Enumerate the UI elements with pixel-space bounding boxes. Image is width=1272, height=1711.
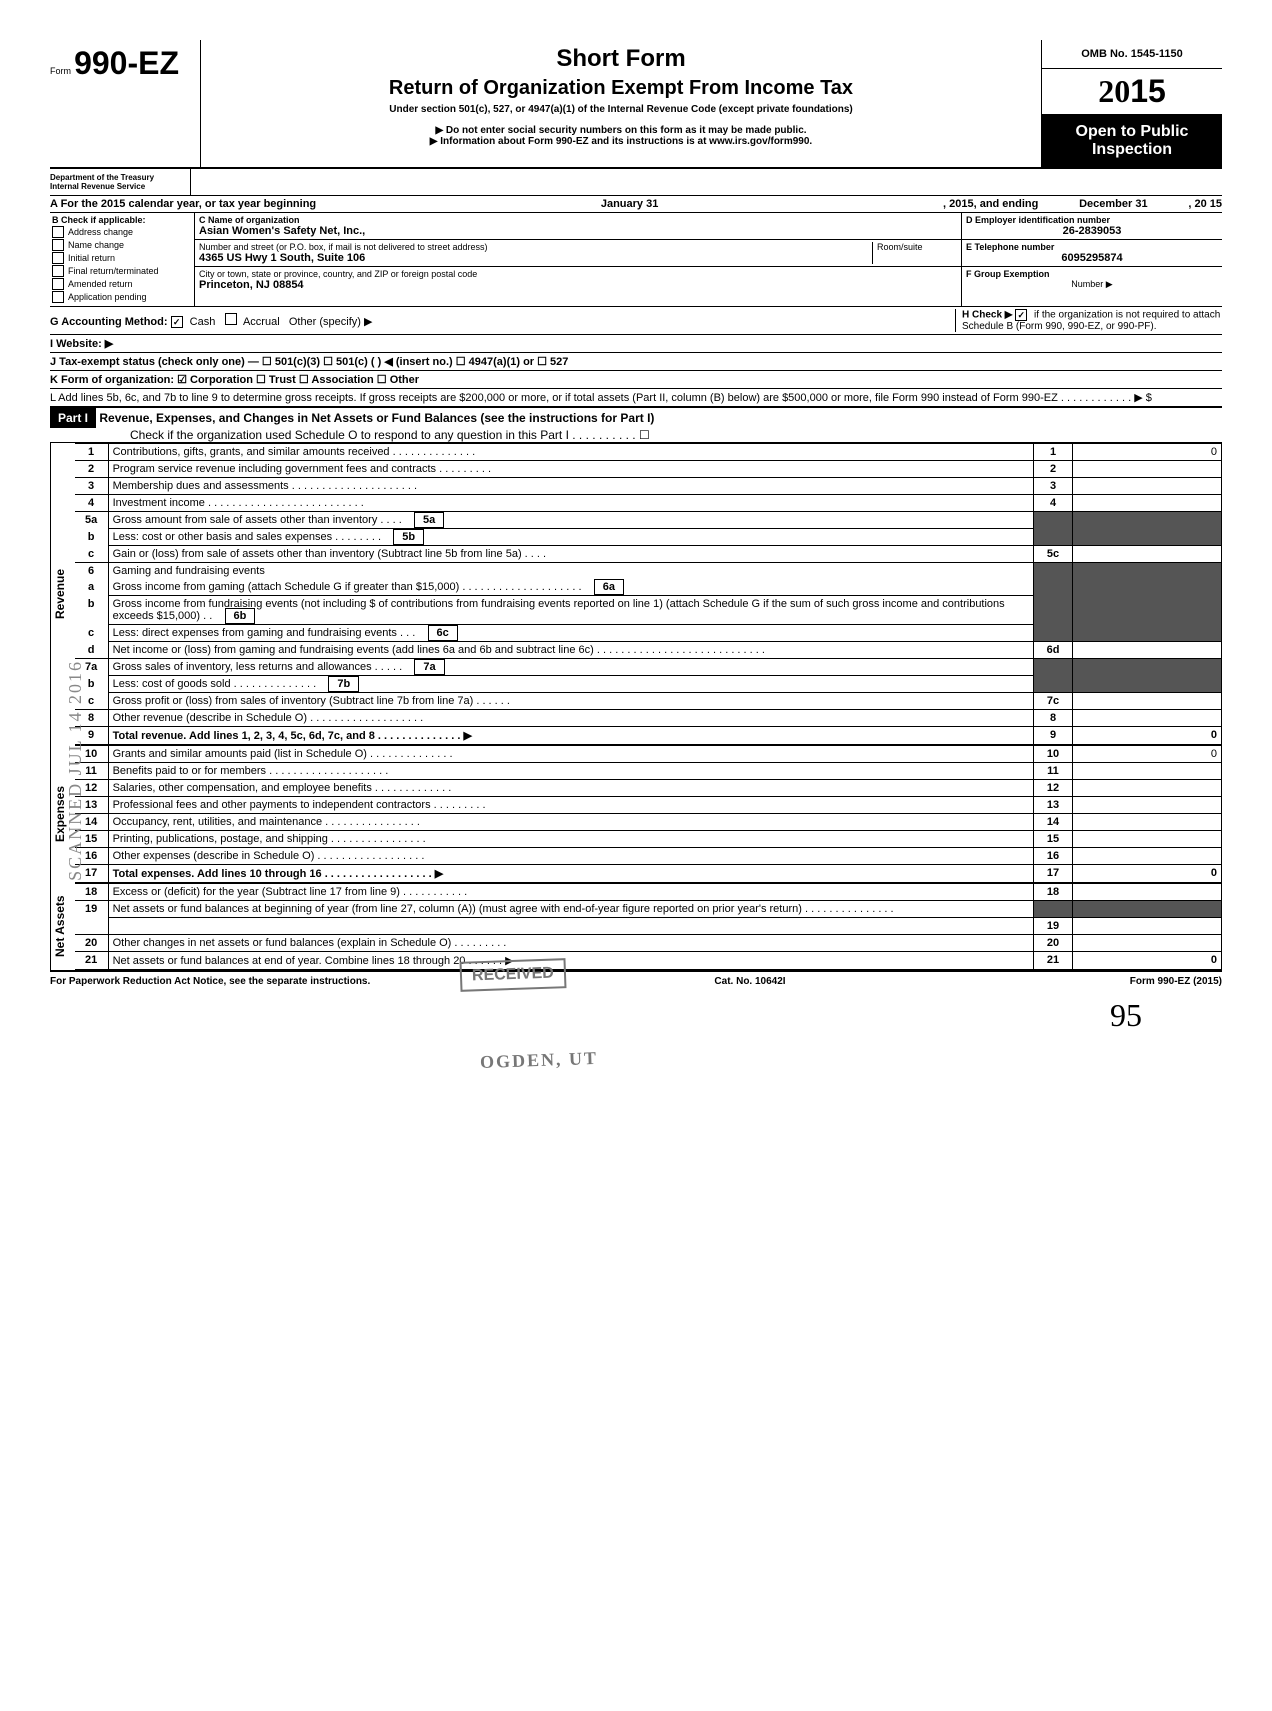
instructions-area bbox=[191, 169, 1222, 195]
line-g: G Accounting Method: ✓ Cash Accrual Othe… bbox=[50, 307, 1222, 335]
ogden-stamp: OGDEN, UT bbox=[480, 1048, 599, 1073]
warning-1: ▶ Do not enter social security numbers o… bbox=[211, 125, 1031, 136]
net-assets-label: Net Assets bbox=[51, 883, 75, 970]
signature: 95 bbox=[50, 997, 1222, 1034]
ein-label: D Employer identification number bbox=[966, 215, 1218, 225]
col-b-title: B Check if applicable: bbox=[52, 215, 192, 225]
checkbox-name-change[interactable] bbox=[52, 239, 64, 251]
col-b-checkboxes: B Check if applicable: Address change Na… bbox=[50, 213, 195, 306]
line-k: K Form of organization: ☑ Corporation ☐ … bbox=[50, 371, 1222, 389]
part-1-label: Part I bbox=[50, 408, 96, 428]
short-form-title: Short Form bbox=[211, 45, 1031, 73]
street-value: 4365 US Hwy 1 South, Suite 106 bbox=[199, 252, 872, 264]
footer-form-ref: Form 990-EZ (2015) bbox=[1130, 976, 1222, 987]
revenue-section: Revenue 1Contributions, gifts, grants, a… bbox=[50, 443, 1222, 745]
tax-year: 2015 bbox=[1042, 69, 1222, 114]
checkbox-final-return[interactable] bbox=[52, 265, 64, 277]
part-1-check: Check if the organization used Schedule … bbox=[50, 428, 1222, 442]
net-assets-table: 18Excess or (deficit) for the year (Subt… bbox=[75, 883, 1222, 970]
city-label: City or town, state or province, country… bbox=[199, 269, 957, 279]
open-public-badge: Open to Public Inspection bbox=[1042, 114, 1222, 167]
net-assets-section: Net Assets 18Excess or (deficit) for the… bbox=[50, 883, 1222, 972]
checkbox-initial-return[interactable] bbox=[52, 252, 64, 264]
org-name: Asian Women's Safety Net, Inc., bbox=[199, 225, 957, 237]
line-i: I Website: ▶ bbox=[50, 335, 1222, 353]
part-1-title: Revenue, Expenses, and Changes in Net As… bbox=[99, 411, 654, 425]
omb-number: OMB No. 1545-1150 bbox=[1042, 40, 1222, 69]
footer-left: For Paperwork Reduction Act Notice, see … bbox=[50, 976, 370, 987]
col-c-org-info: C Name of organization Asian Women's Saf… bbox=[195, 213, 961, 306]
line-h: H Check ▶ ✓ if the organization is not r… bbox=[955, 309, 1222, 332]
revenue-label: Revenue bbox=[51, 443, 75, 745]
footer-cat-no: Cat. No. 10642I bbox=[714, 976, 785, 987]
checkbox-schedule-b[interactable]: ✓ bbox=[1015, 309, 1027, 321]
city-value: Princeton, NJ 08854 bbox=[199, 279, 957, 291]
form-number: 990-EZ bbox=[74, 45, 179, 81]
col-de: D Employer identification number 26-2839… bbox=[961, 213, 1222, 306]
expenses-table: 10Grants and similar amounts paid (list … bbox=[75, 745, 1222, 883]
subtitle: Under section 501(c), 527, or 4947(a)(1)… bbox=[211, 104, 1031, 115]
return-title: Return of Organization Exempt From Incom… bbox=[211, 77, 1031, 100]
part-1-header: Part I Revenue, Expenses, and Changes in… bbox=[50, 408, 1222, 443]
row-a-tax-year: A For the 2015 calendar year, or tax yea… bbox=[50, 196, 1222, 213]
expenses-section: Expenses 10Grants and similar amounts pa… bbox=[50, 745, 1222, 883]
street-label: Number and street (or P.O. box, if mail … bbox=[199, 242, 872, 252]
revenue-table: 1Contributions, gifts, grants, and simil… bbox=[75, 443, 1222, 745]
checkbox-accrual[interactable] bbox=[225, 313, 237, 325]
warning-2: ▶ Information about Form 990-EZ and its … bbox=[211, 136, 1031, 147]
org-name-label: C Name of organization bbox=[199, 215, 957, 225]
line-j: J Tax-exempt status (check only one) — ☐… bbox=[50, 353, 1222, 371]
dept-treasury: Department of the Treasury Internal Reve… bbox=[50, 169, 191, 195]
phone-label: E Telephone number bbox=[966, 242, 1218, 252]
expenses-label: Expenses bbox=[51, 745, 75, 883]
line-l: L Add lines 5b, 6c, and 7b to line 9 to … bbox=[50, 389, 1222, 408]
phone-value: 6095295874 bbox=[966, 252, 1218, 264]
room-label: Room/suite bbox=[877, 242, 957, 252]
ein-value: 26-2839053 bbox=[966, 225, 1218, 237]
section-bcdef: B Check if applicable: Address change Na… bbox=[50, 213, 1222, 307]
footer: For Paperwork Reduction Act Notice, see … bbox=[50, 972, 1222, 987]
group-exempt-number: Number ▶ bbox=[966, 279, 1218, 290]
checkbox-app-pending[interactable] bbox=[52, 291, 64, 303]
group-exempt-label: F Group Exemption bbox=[966, 269, 1218, 279]
checkbox-cash[interactable]: ✓ bbox=[171, 316, 183, 328]
form-prefix: Form bbox=[50, 66, 71, 76]
checkbox-address-change[interactable] bbox=[52, 226, 64, 238]
checkbox-amended[interactable] bbox=[52, 278, 64, 290]
form-header: Form 990-EZ Short Form Return of Organiz… bbox=[50, 40, 1222, 169]
